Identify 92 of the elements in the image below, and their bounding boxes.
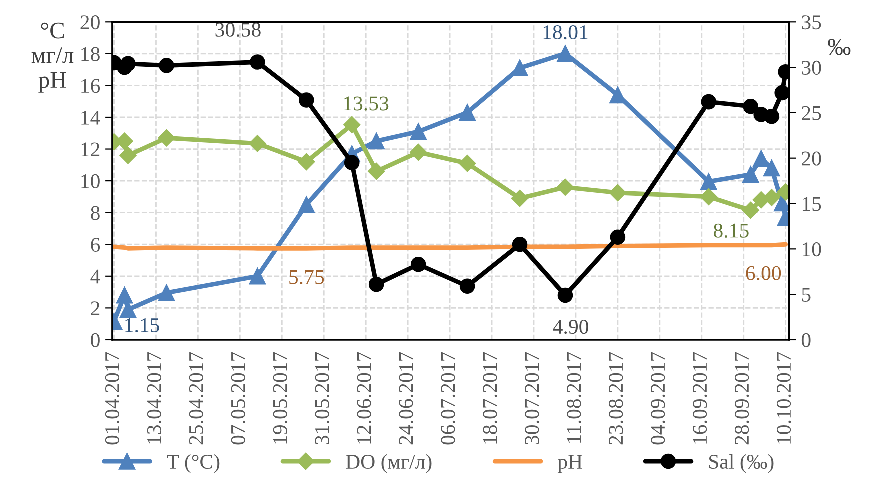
- point: [249, 268, 266, 285]
- y-axis-title: °C мг/л pH: [32, 22, 74, 93]
- x-tick-label: 28.09.2017: [735, 352, 750, 445]
- y2-tick-label: 10: [802, 242, 822, 257]
- legend-label: T (°C): [167, 454, 220, 474]
- point: [116, 287, 134, 304]
- point: [700, 174, 718, 190]
- data-label: 18.01: [544, 25, 588, 40]
- x-tick-label: 13.04.2017: [147, 352, 162, 444]
- x-tick-label: 10.10.2017: [777, 352, 792, 444]
- x-tick-label: 19.05.2017: [273, 352, 288, 444]
- x-tick-label: 30.07.2017: [525, 352, 540, 445]
- x-tick-label: 12.06.2017: [357, 352, 372, 444]
- y-tick-label: 10: [82, 174, 100, 188]
- point: [298, 196, 315, 214]
- y-tick-label: 2: [91, 302, 100, 316]
- x-tick-label: 04.09.2017: [651, 352, 666, 445]
- x-tick-label: 24.06.2017: [399, 352, 414, 445]
- legend-label: pH: [558, 455, 582, 474]
- point: [512, 60, 528, 77]
- x-tick-label: 11.08.2017: [567, 352, 582, 443]
- data-label: 8.15: [714, 224, 749, 238]
- point: [700, 188, 718, 206]
- point: [299, 92, 314, 108]
- point: [764, 108, 780, 124]
- y-tick-label: 16: [82, 79, 100, 94]
- point: [159, 58, 174, 74]
- point: [459, 104, 476, 122]
- x-tick-label: 31.05.2017: [315, 352, 330, 445]
- point: [742, 166, 760, 184]
- point: [410, 123, 427, 140]
- y2-tick-label: 35: [802, 16, 822, 30]
- point: [368, 276, 384, 292]
- y-tick-label: 12: [82, 142, 100, 156]
- x-tick-label: 01.04.2017: [105, 352, 120, 445]
- point: [250, 54, 266, 70]
- y-tick-label: 8: [91, 206, 100, 220]
- y2-tick-label: 5: [802, 288, 811, 302]
- y-tick-label: 18: [82, 47, 100, 62]
- x-tick-label: 25.04.2017: [189, 352, 204, 445]
- point: [557, 45, 574, 62]
- point: [701, 94, 717, 110]
- point: [344, 155, 360, 171]
- data-label: 6.00: [746, 266, 782, 280]
- y2-tick-label: 15: [802, 197, 822, 212]
- data-label: 4.90: [553, 320, 588, 334]
- legend-label: Sal (‰): [709, 454, 774, 474]
- x-tick-label: 07.05.2017: [231, 352, 246, 445]
- x-tick-label: 18.07.2017: [483, 352, 498, 444]
- y-tick-label: 20: [80, 16, 100, 30]
- y2-tick-label: 30: [802, 60, 822, 75]
- point: [558, 288, 574, 304]
- y-tick-label: 6: [91, 238, 100, 252]
- data-label: 1.15: [126, 318, 160, 333]
- y2-axis-title: ‰: [828, 39, 851, 56]
- data-label: 30.58: [216, 22, 261, 38]
- point: [610, 230, 626, 245]
- point: [556, 178, 574, 196]
- point: [120, 56, 136, 72]
- point: [158, 130, 176, 147]
- x-tick-label: 06.07.2017: [441, 352, 456, 445]
- point: [249, 135, 266, 152]
- y-tick-label: 0: [91, 333, 100, 348]
- point: [742, 202, 760, 220]
- point: [158, 284, 176, 302]
- y2-tick-label: 20: [802, 152, 822, 166]
- x-tick-label: 23.08.2017: [609, 352, 624, 445]
- point: [410, 144, 428, 162]
- point: [512, 236, 528, 252]
- point: [368, 132, 385, 150]
- point: [458, 155, 476, 172]
- point: [298, 153, 316, 171]
- point: [410, 256, 426, 272]
- point: [763, 189, 780, 206]
- point: [344, 116, 361, 134]
- point: [610, 86, 626, 104]
- point: [120, 147, 137, 164]
- data-label: 13.53: [344, 96, 389, 111]
- point: [460, 278, 476, 294]
- legend-label: DO (мг/л): [346, 454, 432, 474]
- point: [609, 184, 626, 202]
- data-label: 5.75: [290, 270, 324, 284]
- point: [764, 160, 780, 177]
- y2-tick-label: 0: [802, 333, 811, 348]
- point: [743, 98, 759, 114]
- y-tick-label: 14: [82, 110, 100, 125]
- point: [368, 162, 386, 180]
- point: [511, 190, 529, 208]
- x-tick-label: 16.09.2017: [693, 352, 708, 444]
- y-tick-label: 4: [90, 270, 100, 284]
- point: [774, 85, 790, 101]
- y2-tick-label: 25: [802, 106, 822, 120]
